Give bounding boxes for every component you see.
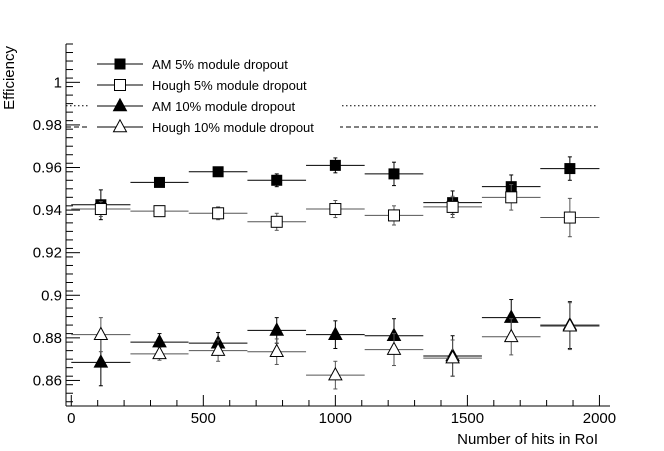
x-axis-title: Number of hits in RoI <box>457 431 598 448</box>
y-tick-label: 1 <box>54 74 62 91</box>
data-point <box>446 200 459 213</box>
data-point <box>270 215 283 228</box>
legend-label: AM 10% module dropout <box>152 99 295 114</box>
data-point <box>563 211 576 224</box>
data-point <box>386 341 402 355</box>
data-point <box>212 166 224 178</box>
data-point <box>328 326 343 340</box>
axes: 0 500 1000 1500 2000 0.86 0.88 0.9 0.92 0.94 0.96 0… <box>33 43 616 427</box>
data-point <box>93 354 109 368</box>
y-tick-label: 0.86 <box>33 372 62 389</box>
legend-label: Hough 5% module dropout <box>152 78 307 93</box>
x-tick-label: 1000 <box>319 410 352 427</box>
data-point <box>269 322 285 336</box>
data-point <box>93 326 109 340</box>
legend-marker <box>114 79 126 91</box>
x-tick-label: 1500 <box>451 410 484 427</box>
data-point <box>212 207 225 220</box>
y-tick-label: 0.9 <box>41 287 62 304</box>
data-point <box>210 342 226 356</box>
legend-marker <box>112 118 128 133</box>
data-point <box>505 191 518 204</box>
legend-background <box>90 52 340 136</box>
legend-marker <box>112 97 128 112</box>
data-point <box>271 174 283 186</box>
x-tick-label: 0 <box>67 410 75 427</box>
series-2 <box>71 184 600 238</box>
data-point <box>329 203 342 216</box>
data-point <box>387 209 400 222</box>
data-point <box>152 345 167 360</box>
data-point <box>445 349 460 364</box>
x-tick-label: 500 <box>191 410 216 427</box>
data-point <box>94 203 107 216</box>
data-point <box>562 317 578 332</box>
data-point <box>328 366 343 381</box>
y-tick-label: 0.92 <box>33 245 62 262</box>
y-tick-label: 0.94 <box>33 202 62 219</box>
data-series <box>71 156 600 390</box>
legend: AM 5% module dropout Hough 5% module drop… <box>90 52 340 136</box>
data-point <box>564 163 576 175</box>
legend-marker <box>114 58 126 70</box>
data-point <box>388 168 400 180</box>
y-tick-label: 0.98 <box>33 117 62 134</box>
data-point <box>153 205 166 218</box>
series-4 <box>71 302 600 390</box>
legend-label: AM 5% module dropout <box>152 57 288 72</box>
data-point <box>503 328 519 343</box>
data-point <box>153 176 165 188</box>
y-tick-label: 0.88 <box>33 330 62 347</box>
data-point <box>329 159 341 171</box>
y-axis-title: Efficiency <box>1 46 18 110</box>
data-point <box>269 343 285 357</box>
x-tick-label: 2000 <box>583 410 616 427</box>
legend-label: Hough 10% module dropout <box>152 120 314 135</box>
y-tick-label: 0.96 <box>33 160 62 177</box>
